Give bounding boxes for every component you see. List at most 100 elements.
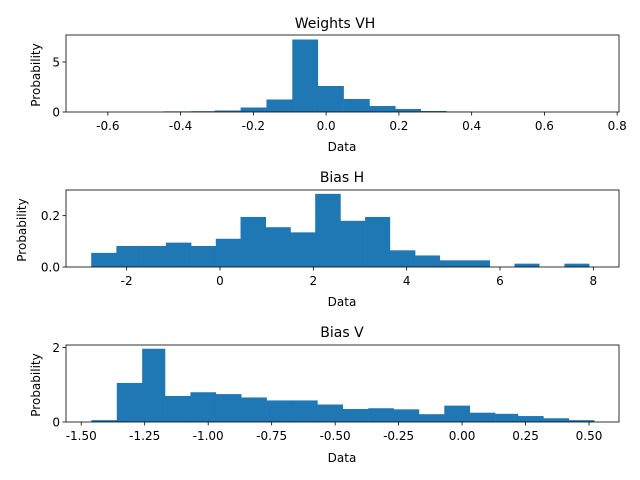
y-tick-label: 0.0: [41, 261, 60, 275]
y-ticks: 05: [52, 56, 66, 120]
y-tick-label: 0.2: [41, 209, 60, 223]
chart-title: Bias V: [320, 325, 364, 341]
histogram-bar: [495, 413, 519, 422]
histogram-bars: [91, 348, 595, 422]
histogram-bar: [266, 400, 293, 422]
x-tick-label: -0.25: [383, 429, 414, 443]
chart-weights-vh: Weights VH -0.6 -0.4 -0.2 0.0 0.2 0.4 0.6 0.8 0…: [29, 16, 627, 154]
histogram-bar: [292, 39, 319, 112]
y-tick-label: 0: [52, 106, 60, 120]
histogram-bar: [91, 420, 118, 422]
histogram-bar: [564, 263, 590, 267]
x-tick-label: -0.50: [320, 429, 351, 443]
histogram-bar: [116, 245, 142, 267]
x-tick-label: -1.00: [193, 429, 224, 443]
x-tick-label: 6: [496, 274, 504, 288]
x-tick-label: 0.4: [462, 119, 481, 133]
x-axis-label: Data: [328, 140, 357, 154]
histogram-bar: [215, 238, 241, 267]
chart-title: Bias H: [320, 170, 364, 186]
histogram-bar: [241, 397, 267, 422]
x-tick-label: 0: [216, 274, 224, 288]
axes-frame: [65, 34, 620, 113]
histogram-bar: [368, 408, 394, 422]
x-tick-label: -0.6: [96, 119, 119, 133]
histogram-bar: [568, 420, 595, 422]
histogram-bar: [165, 242, 192, 267]
x-tick-label: -0.2: [242, 119, 265, 133]
x-tick-label: 0.25: [512, 429, 539, 443]
x-tick-label: 0.2: [389, 119, 408, 133]
x-tick-label: 2: [310, 274, 318, 288]
histogram-bar: [389, 250, 416, 267]
y-tick-label: 2: [52, 341, 60, 355]
x-axis-label: Data: [328, 451, 357, 465]
histogram-bar: [190, 392, 217, 422]
histogram-bar: [240, 107, 267, 112]
x-tick-label: 0.8: [608, 119, 627, 133]
histogram-bar: [315, 193, 341, 267]
histogram-bar: [317, 86, 344, 112]
y-axis-label: Probability: [29, 353, 43, 416]
histogram-bar: [343, 99, 370, 112]
histogram-bar: [464, 260, 491, 267]
x-ticks: -0.6 -0.4 -0.2 0.0 0.2 0.4 0.6 0.8: [96, 112, 627, 133]
histogram-bar: [365, 216, 391, 267]
histogram-bar: [393, 409, 420, 422]
y-tick-label: 0: [52, 416, 60, 430]
histogram-bars: [91, 193, 590, 267]
x-tick-label: 0.50: [576, 429, 603, 443]
x-tick-label: -1.25: [129, 429, 160, 443]
x-tick-label: -0.4: [169, 119, 192, 133]
x-tick-label: -0.75: [256, 429, 287, 443]
histogram-bar: [317, 404, 344, 422]
histogram-bar: [444, 405, 470, 422]
histogram-bar: [420, 111, 447, 112]
histogram-bar: [91, 252, 117, 267]
histogram-bar: [265, 227, 291, 267]
histogram-bar: [215, 394, 242, 422]
histogram-bar: [141, 245, 167, 267]
histogram-bar: [291, 400, 318, 422]
histogram-bar: [340, 220, 366, 267]
histogram-bar: [395, 109, 422, 112]
histogram-bar: [116, 382, 143, 422]
x-axis-label: Data: [328, 295, 357, 309]
chart-bias-v: Bias V -1.50 -1.25 -1.00 -0.75 -0.50 -0.25 0.0…: [29, 325, 620, 465]
x-ticks: -2 0 2 4 6 8: [121, 267, 597, 288]
histogram-bar: [214, 110, 241, 112]
x-tick-label: -1.50: [66, 429, 97, 443]
x-tick-label: 4: [403, 274, 411, 288]
y-axis-label: Probability: [29, 43, 43, 106]
histogram-bar: [342, 408, 369, 422]
y-ticks: 02: [52, 341, 66, 430]
histogram-bar: [369, 106, 396, 112]
chart-title: Weights VH: [295, 16, 376, 32]
histogram-bar: [142, 348, 166, 422]
histogram-bar: [418, 414, 445, 422]
histogram-bar: [517, 416, 544, 422]
histogram-bar: [191, 245, 217, 267]
histogram-bar: [415, 255, 441, 267]
x-tick-label: 0.0: [317, 119, 336, 133]
x-tick-label: 8: [590, 274, 598, 288]
axes-frame: [65, 344, 620, 423]
x-tick-label: 0.00: [449, 429, 476, 443]
y-tick-label: 5: [52, 56, 60, 70]
chart-bias-h: Bias H -2 0 2 4 6 8 0.0 0.2 Data Probability: [15, 170, 620, 309]
histogram-bar: [240, 216, 267, 267]
x-tick-label: -2: [121, 274, 133, 288]
axes-frame: [65, 189, 620, 268]
y-ticks: 0.0 0.2: [41, 209, 66, 275]
y-axis-label: Probability: [15, 198, 29, 261]
histogram-bar: [469, 412, 496, 422]
histogram-bar: [266, 99, 293, 112]
histogram-bar: [165, 395, 191, 422]
x-tick-label: 0.6: [535, 119, 554, 133]
x-ticks: -1.50 -1.25 -1.00 -0.75 -0.50 -0.25 0.00 0.25 0.…: [66, 422, 603, 443]
histogram-bar: [543, 418, 570, 422]
histogram-bar: [439, 260, 465, 267]
histogram-bar: [290, 232, 316, 267]
histogram-bar: [514, 263, 540, 267]
